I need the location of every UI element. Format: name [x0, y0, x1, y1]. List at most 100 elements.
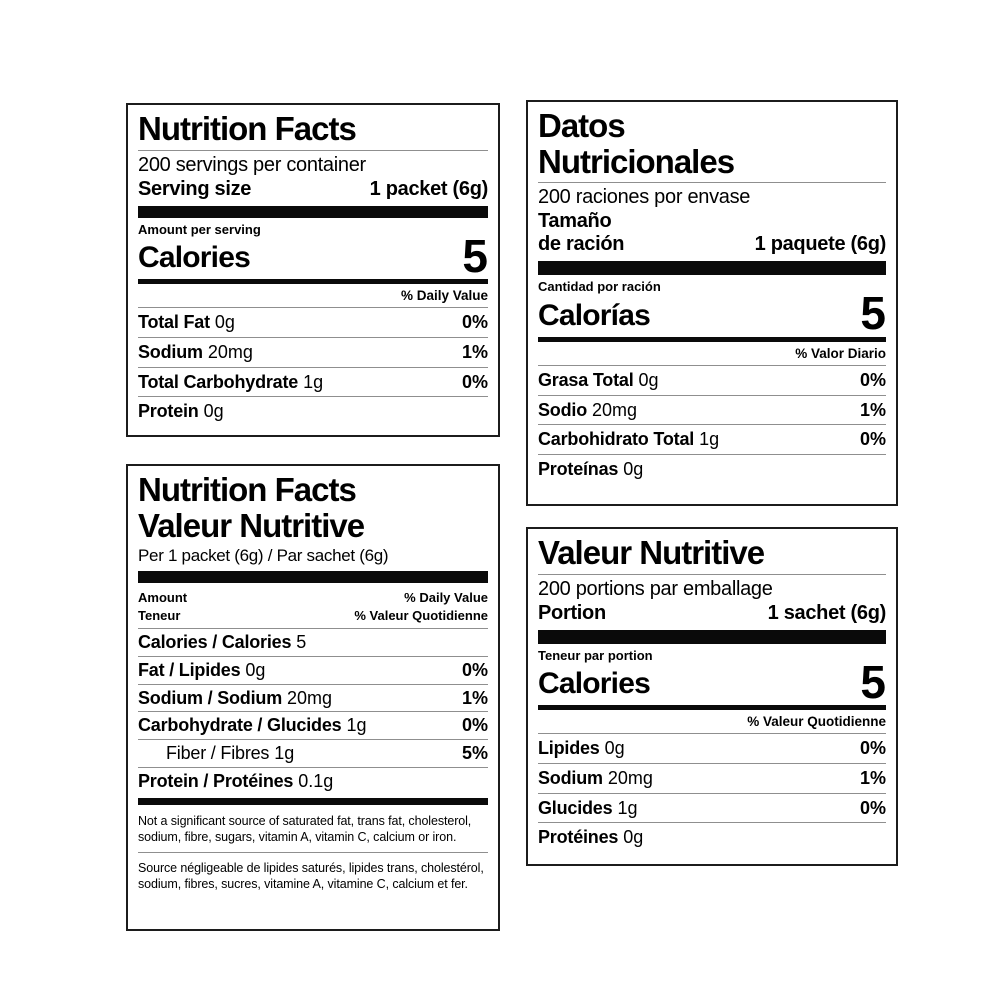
nutrient-row: Total Carbohydrate 1g 0% — [138, 366, 488, 397]
nutrient-amount: 0g — [245, 660, 266, 681]
nutrient-dv: 0% — [461, 660, 488, 681]
calories-value: 5 — [860, 655, 886, 708]
nutrient-row: Glucides 1g 0% — [538, 792, 886, 823]
label-title-line1: Nutrition Facts — [138, 471, 357, 508]
calories-label: Calorías — [538, 298, 651, 332]
nutrient-dv: 5% — [461, 743, 488, 764]
nutrient-name-amount: Total Carbohydrate 1g — [138, 372, 323, 393]
serving-size-value: 1 sachet (6g) — [767, 601, 887, 624]
amount-per-serving-label: Amount per serving — [138, 221, 261, 237]
nutrient-name: Grasa Total — [538, 369, 634, 390]
nutrient-name: Sodium — [138, 342, 203, 363]
serving-size-row: Serving size 1 packet (6g) — [138, 178, 488, 201]
nutrient-name-amount: Lipides 0g — [538, 738, 625, 759]
serving-size-label: Serving size — [138, 177, 252, 200]
nutrient-amount: 0g — [214, 312, 235, 333]
nutrient-name-amount: Carbohydrate / Glucides 1g — [138, 715, 367, 736]
calories-label: Calories — [538, 667, 651, 701]
calories-divider — [538, 705, 886, 711]
servings-per-container: 200 raciones por envase — [538, 186, 751, 209]
nutrient-row: Carbohydrate / Glucides 1g 0% — [138, 711, 488, 739]
nutrient-name-amount: Sodium 20mg — [538, 768, 653, 789]
nutrient-dv: 0% — [859, 797, 886, 818]
amount-daily-value-header: Amount Teneur % Daily Value % Valeur Quo… — [138, 587, 488, 628]
nutrient-name-amount: Sodium 20mg — [138, 342, 253, 363]
nutrient-name: Protein — [138, 401, 199, 422]
nutrient-row: Sodio 20mg 1% — [538, 394, 886, 425]
daily-value-header: % Valeur Quotidienne — [747, 714, 886, 730]
nutrient-dv: 0% — [461, 312, 488, 333]
nutrient-name: Fiber / Fibres — [166, 743, 270, 764]
serving-size-label: Portion — [538, 601, 606, 624]
nutrient-amount: 0g — [623, 827, 644, 848]
calories-row: Calories 5 — [138, 233, 488, 279]
serving-size-row: Portion 1 sachet (6g) — [538, 602, 886, 625]
nutrient-name-amount: Proteínas 0g — [538, 459, 643, 480]
thick-divider-bar — [138, 571, 488, 584]
nutrient-name: Protéines — [538, 827, 619, 848]
amount-header-en: Amount — [138, 590, 188, 606]
servings-per-container: 200 portions par emballage — [538, 577, 773, 600]
nutrient-name-amount: Carbohidrato Total 1g — [538, 429, 719, 450]
nutrient-name: Fat / Lipides — [138, 660, 241, 681]
serving-size-label-line1: Tamaño — [538, 210, 612, 233]
nutrient-name: Carbohydrate / Glucides — [138, 715, 342, 736]
amount-header-fr: Teneur — [138, 607, 181, 623]
daily-value-header-fr: % Valeur Quotidienne — [354, 607, 488, 623]
amount-per-serving-label: Teneur par portion — [538, 647, 653, 663]
nutrition-label-bilingual: Nutrition Facts Valeur Nutritive Per 1 pa… — [126, 464, 500, 931]
nutrient-amount: 1g — [346, 715, 367, 736]
nutrient-name: Sodium / Sodium — [138, 687, 282, 708]
nutrient-name: Total Fat — [138, 312, 210, 333]
amount-header: Amount Teneur — [138, 589, 187, 624]
nutrient-name-amount: Sodio 20mg — [538, 400, 637, 421]
amount-per-serving-label: Cantidad por ración — [538, 279, 661, 295]
nutrient-row: Protein / Protéines 0.1g — [138, 766, 488, 795]
nutrient-name: Sodio — [538, 399, 587, 420]
nutrient-dv: 1% — [859, 768, 886, 789]
divider — [138, 149, 488, 151]
nutrient-amount: 20mg — [607, 768, 653, 789]
calories-divider — [538, 336, 886, 342]
nutrient-name-amount: Glucides 1g — [538, 798, 637, 819]
nutrient-name: Glucides — [538, 797, 613, 818]
nutrient-amount: 1g — [303, 371, 324, 392]
nutrient-name-amount: Protein 0g — [138, 401, 224, 422]
nutrient-dv: 1% — [461, 342, 488, 363]
daily-value-header: % Daily Value % Valeur Quotidienne — [354, 589, 488, 624]
calories-label: Calories — [138, 241, 251, 275]
serving-size-label: Tamaño de ración — [538, 210, 625, 256]
thick-divider-bar — [538, 261, 886, 276]
nutrient-name-amount: Protein / Protéines 0.1g — [138, 771, 333, 792]
calories-value: 5 — [860, 287, 886, 340]
nutrient-amount: 20mg — [287, 687, 333, 708]
nutrient-dv: 1% — [859, 399, 886, 420]
nutrient-row: Grasa Total 0g 0% — [538, 364, 886, 395]
divider — [538, 182, 886, 184]
label-title: Datos Nutricionales — [538, 108, 886, 179]
calories-label: Calories / Calories — [138, 632, 292, 653]
nutrient-amount: 0g — [623, 459, 644, 480]
nutrient-amount: 0g — [604, 738, 625, 759]
nutrient-row: Proteínas 0g — [538, 454, 886, 484]
nutrient-amount: 0.1g — [298, 770, 334, 791]
nutrient-dv: 0% — [461, 371, 488, 392]
nutrient-amount: 20mg — [207, 342, 253, 363]
nutrient-name-amount: Calories / Calories 5 — [138, 632, 306, 653]
servings-per-container: 200 servings per container — [138, 153, 366, 176]
calories-value: 5 — [296, 632, 307, 653]
nutrient-row: Fat / Lipides 0g 0% — [138, 656, 488, 684]
nutrient-row: Protein 0g — [138, 396, 488, 426]
nutrient-name-amount: Fiber / Fibres 1g — [138, 743, 294, 764]
nutrient-dv: 0% — [859, 738, 886, 759]
nutrient-dv: 0% — [461, 715, 488, 736]
footnote-french: Source négligeable de lipides saturés, l… — [138, 861, 484, 892]
label-title-line2: Valeur Nutritive — [138, 506, 365, 544]
thick-divider-bar — [138, 205, 488, 218]
nutrient-row: Sodium / Sodium 20mg 1% — [138, 683, 488, 712]
nutrient-name-amount: Total Fat 0g — [138, 312, 235, 333]
nutrient-amount: 0g — [203, 401, 224, 422]
nutrient-name-amount: Fat / Lipides 0g — [138, 660, 265, 681]
nutrient-amount: 0g — [638, 369, 659, 390]
